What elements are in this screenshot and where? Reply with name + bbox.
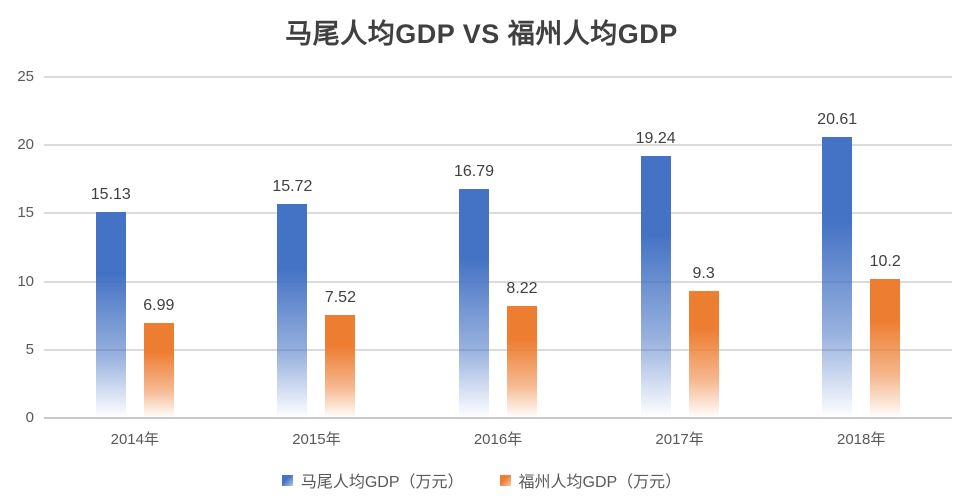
bar[interactable] [822, 136, 853, 418]
y-axis-tick-label: 25 [17, 68, 34, 85]
legend-item-0[interactable]: 马尾人均GDP（万元） [281, 468, 464, 492]
legend: 马尾人均GDP（万元） 福州人均GDP（万元） [0, 468, 963, 492]
bar-value-label: 7.52 [324, 289, 356, 307]
bar[interactable] [640, 155, 671, 418]
bar[interactable] [95, 211, 126, 418]
bar-value-label: 9.3 [692, 265, 715, 283]
bar[interactable] [143, 322, 174, 418]
bar[interactable] [870, 278, 901, 418]
bar-value-label: 15.72 [272, 177, 313, 195]
gridline [44, 144, 952, 147]
bar-value-label: 8.22 [506, 279, 538, 297]
bar-value-label: 20.61 [817, 110, 858, 128]
legend-label: 福州人均GDP（万元） [518, 474, 682, 491]
y-axis-tick-label: 10 [17, 272, 34, 290]
bar[interactable] [688, 291, 719, 418]
bar[interactable] [325, 315, 356, 418]
gridline [44, 76, 952, 78]
bar-value-label: 19.24 [635, 129, 676, 147]
gridline [44, 348, 952, 351]
bar-value-label: 6.99 [143, 296, 175, 314]
x-axis-category-label: 2016年 [473, 431, 523, 448]
x-axis-category-label: 2018年 [837, 431, 886, 448]
bar-value-label: 15.13 [90, 185, 131, 203]
chart-title: 马尾人均GDP VS 福州人均GDP [285, 19, 678, 49]
bar-value-label: 10.2 [869, 252, 901, 270]
legend-label: 马尾人均GDP（万元） [300, 474, 464, 491]
x-axis-category-label: 2017年 [655, 431, 704, 448]
x-axis-category-label: 2015年 [292, 431, 341, 448]
y-axis-tick-label: 20 [17, 136, 34, 154]
y-axis-tick-label: 5 [25, 340, 34, 358]
legend-color-swatch [499, 474, 511, 486]
bar-value-label: 16.79 [453, 162, 495, 180]
x-axis-line [44, 417, 952, 419]
bar[interactable] [459, 188, 489, 418]
legend-color-swatch [281, 474, 293, 486]
bar[interactable] [277, 203, 308, 418]
bar[interactable] [507, 305, 537, 418]
y-axis-tick-label: 0 [25, 409, 34, 426]
gridline [44, 212, 952, 215]
y-axis-tick-label: 15 [17, 204, 34, 222]
gridline [44, 280, 952, 283]
x-axis-category-label: 2014年 [110, 431, 159, 448]
legend-item-1[interactable]: 福州人均GDP（万元） [499, 468, 682, 492]
